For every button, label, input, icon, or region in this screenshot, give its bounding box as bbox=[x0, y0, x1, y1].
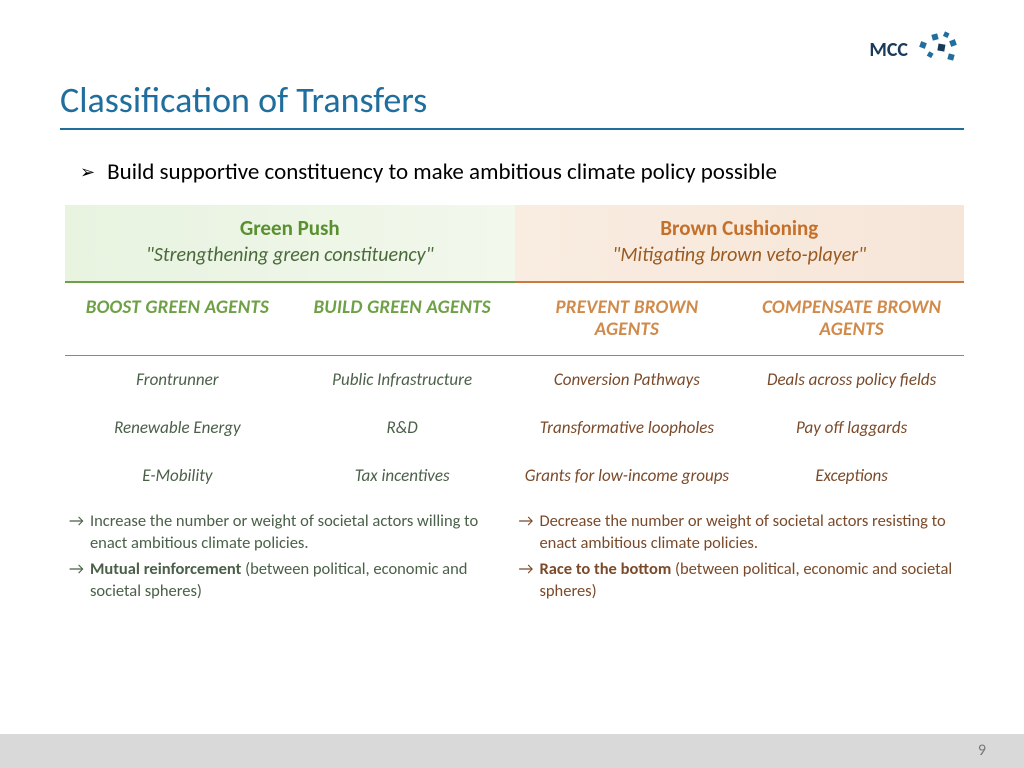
table-body: Frontrunner Renewable Energy E-Mobility … bbox=[65, 356, 964, 500]
top-header-brown: Brown Cushioning "Mitigating brown veto-… bbox=[515, 205, 965, 283]
logo-icon bbox=[914, 30, 964, 70]
classification-table: Green Push "Strengthening green constitu… bbox=[65, 205, 964, 607]
brown-cushioning-subtitle: "Mitigating brown veto-player" bbox=[515, 243, 965, 267]
arrow-right-icon: → bbox=[69, 558, 84, 603]
arrow-right-icon: → bbox=[69, 510, 84, 555]
table-cell: Deals across policy fields bbox=[739, 356, 964, 404]
footer-bar bbox=[0, 734, 1024, 768]
green-push-subtitle: "Strengthening green constituency" bbox=[65, 243, 515, 267]
top-header-green: Green Push "Strengthening green constitu… bbox=[65, 205, 515, 283]
arrow-right-icon: → bbox=[519, 558, 534, 603]
summary-text: Increase the number or weight of societa… bbox=[90, 510, 505, 555]
table-cell: Public Infrastructure bbox=[290, 356, 515, 404]
summary-line: → Mutual reinforcement (between politica… bbox=[69, 558, 505, 603]
col-header-0: BOOST GREEN AGENTS bbox=[65, 283, 290, 355]
brown-cushioning-title: Brown Cushioning bbox=[515, 215, 965, 241]
arrow-right-icon: → bbox=[519, 510, 534, 555]
bullet-text: Build supportive constituency to make am… bbox=[107, 158, 777, 186]
table-cell: Frontrunner bbox=[65, 356, 290, 404]
table-cell: Pay off laggards bbox=[739, 404, 964, 452]
chevron-right-icon: ➢ bbox=[80, 161, 95, 183]
summary-row: → Increase the number or weight of socie… bbox=[65, 506, 964, 607]
summary-text: Decrease the number or weight of societa… bbox=[539, 510, 954, 555]
table-cell: E-Mobility bbox=[65, 452, 290, 500]
page-title: Classification of Transfers bbox=[60, 78, 427, 122]
logo: MCC bbox=[869, 30, 964, 70]
summary-line: → Race to the bottom (between political,… bbox=[519, 558, 955, 603]
green-push-title: Green Push bbox=[65, 215, 515, 241]
title-underline bbox=[60, 128, 964, 130]
table-cell: Exceptions bbox=[739, 452, 964, 500]
summary-text: Race to the bottom (between political, e… bbox=[539, 558, 954, 603]
table-col-1: Public Infrastructure R&D Tax incentives bbox=[290, 356, 515, 500]
table-cell: Transformative loopholes bbox=[515, 404, 740, 452]
col-header-3: COMPENSATE BROWN AGENTS bbox=[739, 283, 964, 355]
summary-line: → Increase the number or weight of socie… bbox=[69, 510, 505, 555]
table-cell: Tax incentives bbox=[290, 452, 515, 500]
table-cell: Conversion Pathways bbox=[515, 356, 740, 404]
logo-text: MCC bbox=[869, 38, 908, 62]
table-col-3: Deals across policy fields Pay off lagga… bbox=[739, 356, 964, 500]
summary-line: → Decrease the number or weight of socie… bbox=[519, 510, 955, 555]
top-header-row: Green Push "Strengthening green constitu… bbox=[65, 205, 964, 283]
sub-header-row: BOOST GREEN AGENTS BUILD GREEN AGENTS PR… bbox=[65, 283, 964, 356]
summary-green: → Increase the number or weight of socie… bbox=[65, 506, 515, 607]
table-col-2: Conversion Pathways Transformative looph… bbox=[515, 356, 740, 500]
table-cell: Grants for low-income groups bbox=[515, 452, 740, 500]
table-col-0: Frontrunner Renewable Energy E-Mobility bbox=[65, 356, 290, 500]
summary-text: Mutual reinforcement (between political,… bbox=[90, 558, 505, 603]
bullet-point: ➢ Build supportive constituency to make … bbox=[80, 158, 964, 186]
page-number: 9 bbox=[978, 741, 986, 760]
col-header-2: PREVENT BROWN AGENTS bbox=[515, 283, 740, 355]
summary-brown: → Decrease the number or weight of socie… bbox=[515, 506, 965, 607]
col-header-1: BUILD GREEN AGENTS bbox=[290, 283, 515, 355]
table-cell: Renewable Energy bbox=[65, 404, 290, 452]
table-cell: R&D bbox=[290, 404, 515, 452]
